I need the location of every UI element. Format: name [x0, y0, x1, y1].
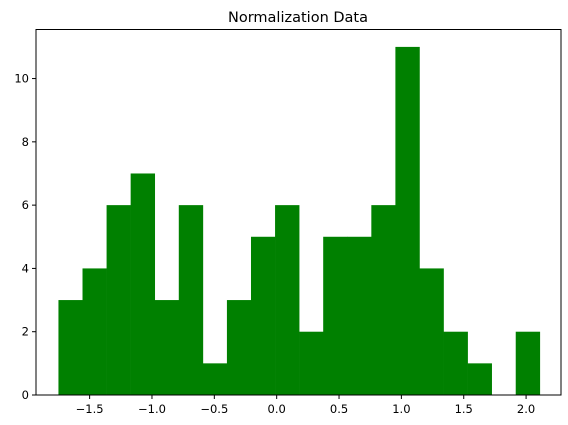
- x-tick-label: −0.5: [200, 402, 228, 416]
- histogram-bar: [419, 268, 444, 395]
- histogram-bar: [443, 331, 468, 395]
- x-tick-label: 0.0: [268, 402, 286, 416]
- histogram-bar: [202, 363, 228, 395]
- histogram-bar: [323, 236, 348, 395]
- chart-title: Normalization Data: [228, 10, 368, 26]
- y-tick-label: 2: [22, 325, 29, 339]
- histogram-bar: [467, 363, 492, 395]
- histogram-bar: [226, 300, 252, 395]
- histogram-bar: [347, 236, 372, 395]
- x-tick-label: −1.0: [138, 402, 166, 416]
- y-axis: 0 2 4 6 8 10: [14, 72, 36, 402]
- histogram-bar: [130, 173, 156, 395]
- histogram-bar: [299, 331, 324, 395]
- bars-group: [58, 46, 541, 396]
- y-tick-label: 8: [22, 135, 29, 149]
- y-tick-label: 0: [22, 388, 29, 402]
- y-tick-label: 4: [22, 261, 29, 275]
- x-tick-label: −1.5: [76, 402, 104, 416]
- x-axis: −1.5 −1.0 −0.5 0.0 0.5 1.0 1.5 2.0: [76, 395, 535, 416]
- histogram-bar: [106, 205, 131, 395]
- x-tick-label: 2.0: [517, 402, 535, 416]
- histogram-bar: [371, 205, 396, 395]
- x-tick-label: 0.5: [330, 402, 348, 416]
- y-tick-label: 10: [14, 72, 29, 86]
- histogram-bar: [395, 46, 420, 396]
- histogram-bar: [58, 300, 83, 395]
- histogram-bar: [250, 236, 276, 395]
- x-tick-label: 1.5: [455, 402, 473, 416]
- plot-frame: [35, 29, 562, 396]
- histogram-bar: [82, 268, 107, 395]
- histogram-bar: [515, 331, 541, 395]
- histogram-bar: [154, 300, 180, 395]
- x-tick-label: 1.0: [392, 402, 410, 416]
- histogram-bar: [275, 205, 300, 395]
- histogram-bar: [178, 205, 204, 395]
- y-tick-label: 6: [22, 198, 29, 212]
